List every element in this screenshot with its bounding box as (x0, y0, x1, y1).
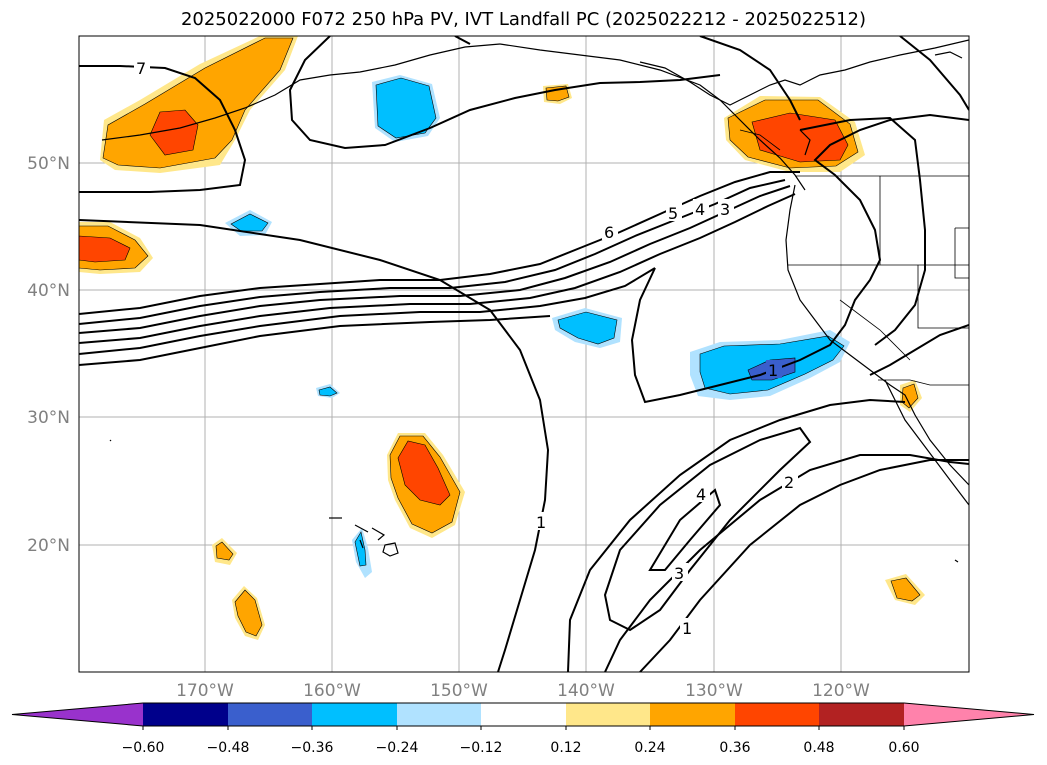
colorbar-tick-label: 0.36 (719, 740, 750, 756)
lon-label: 150°W (430, 681, 488, 701)
colorbar-segment (312, 703, 397, 726)
colorbar-segment (819, 703, 904, 726)
contour-label: 1 (682, 619, 692, 638)
colorbar-tick-label: 0.60 (888, 740, 919, 756)
colorbar-segment (228, 703, 312, 726)
contour-label: 4 (695, 200, 705, 219)
lon-label: 140°W (557, 681, 615, 701)
contour-labels: 7 6 5 4 3 1 1 2 3 4 1 (134, 58, 798, 638)
positive-pv-anomalies (79, 36, 925, 640)
contour-label: 6 (604, 223, 614, 242)
colorbar-extend-low (12, 703, 143, 726)
lon-label: 120°W (812, 681, 870, 701)
colorbar-extend-high (904, 703, 1034, 726)
contour-1-north (79, 315, 551, 366)
lat-label: 20°N (27, 536, 70, 556)
colorbar-tick-label: 0.48 (803, 740, 834, 756)
lat-label: 30°N (27, 408, 70, 428)
map-frame (78, 35, 970, 673)
colorbar-tick-label: −0.36 (291, 740, 334, 756)
colorbar-segment (397, 703, 481, 726)
contour-6 (79, 171, 800, 315)
contour-ridge-3 (603, 426, 812, 632)
colorbar-segment (143, 703, 228, 726)
contour-label: 1 (768, 361, 778, 380)
colorbar-tick-label: 0.12 (550, 740, 581, 756)
colorbar-tick-label: −0.48 (207, 740, 250, 756)
colorbar-tick-label: −0.60 (122, 740, 165, 756)
contour-label: 3 (720, 200, 730, 219)
contour-4 (79, 185, 791, 334)
contour-ring-north (699, 36, 801, 121)
colorbar-segment (566, 703, 650, 726)
contour-label: 4 (696, 485, 706, 504)
colorbar-tick-label: 0.24 (634, 740, 665, 756)
lat-label: 40°N (27, 281, 70, 301)
longitude-labels: 170°W 160°W 150°W 140°W 130°W 120°W (176, 681, 870, 701)
colorbar-tick-label: −0.24 (376, 740, 419, 756)
contour-1-south (79, 219, 550, 672)
lon-label: 170°W (176, 681, 234, 701)
lon-label: 130°W (685, 681, 743, 701)
contour-label: 3 (674, 564, 684, 583)
colorbar (11, 702, 1035, 730)
colorbar-tick-label: −0.12 (460, 740, 503, 756)
contour-label: 1 (536, 513, 546, 532)
lon-label: 160°W (303, 681, 361, 701)
contour-label: 2 (784, 473, 794, 492)
colorbar-segment (481, 703, 566, 726)
contour-ridge-4 (648, 488, 722, 571)
lat-label: 50°N (27, 154, 70, 174)
coastlines (101, 39, 969, 563)
colorbar-segment (650, 703, 735, 726)
colorbar-segment (735, 703, 819, 726)
colorbar-labels: −0.60 −0.48 −0.36 −0.24 −0.12 0.12 0.24 … (122, 740, 920, 756)
contour-2 (79, 267, 656, 355)
contour-outer-loop (799, 116, 926, 346)
map-title: 2025022000 F072 250 hPa PV, IVT Landfall… (180, 9, 867, 30)
pv-contours (79, 36, 969, 672)
contour-label: 7 (136, 59, 146, 78)
contour-ridge-outer (567, 398, 906, 672)
political-borders (739, 129, 969, 386)
contour-gulf-ring (288, 36, 721, 150)
contour-label: 5 (668, 204, 678, 223)
latitude-labels: 50°N 40°N 30°N 20°N (27, 154, 70, 556)
contour-3 (79, 193, 796, 344)
contour-1-loop (630, 113, 969, 404)
